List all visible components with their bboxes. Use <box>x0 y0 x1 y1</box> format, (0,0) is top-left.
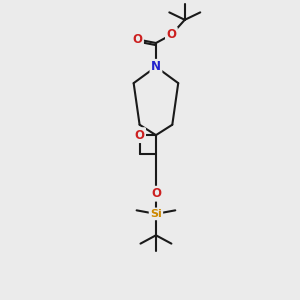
Text: O: O <box>133 33 142 46</box>
Text: Si: Si <box>150 209 162 219</box>
Text: N: N <box>151 60 161 73</box>
Text: O: O <box>151 187 161 200</box>
Text: O: O <box>167 28 176 41</box>
Text: O: O <box>135 129 145 142</box>
